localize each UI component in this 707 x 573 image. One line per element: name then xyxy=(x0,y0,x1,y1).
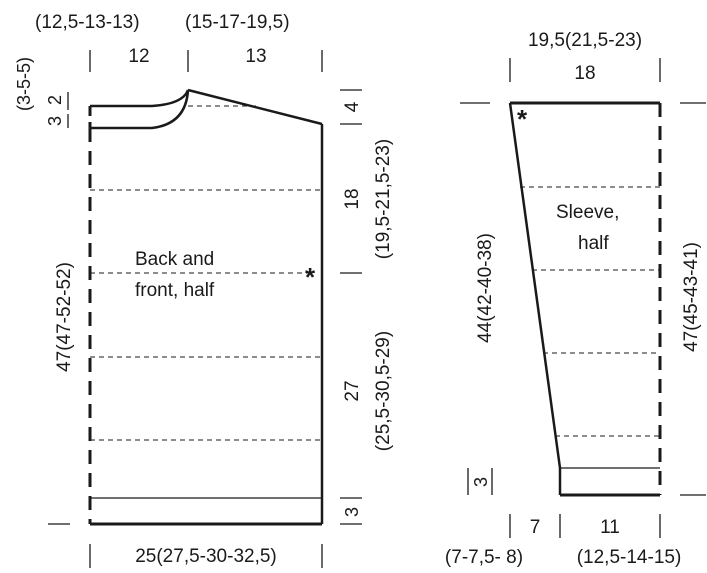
body-shoulder-line xyxy=(187,88,323,126)
sleeve-label-line2: half xyxy=(578,233,609,254)
body-piece xyxy=(88,88,324,526)
sleeve-bottom-left-width-sizes: (7-7,5- 8) xyxy=(445,547,523,568)
body-top-left-width-sizes: (12,5-13-13) xyxy=(35,12,140,33)
body-rib-height: 3 xyxy=(342,507,362,517)
body-neck-top xyxy=(90,89,190,108)
body-marker: * xyxy=(305,262,316,292)
sleeve-marker: * xyxy=(517,104,528,134)
body-armhole-depth-sizes: (19,5-21,5-23) xyxy=(373,139,394,259)
body-top-right-width: 13 xyxy=(245,46,266,67)
sleeve-left-length: 44(42-40-38) xyxy=(475,233,496,343)
sleeve-bottom-right-width-sizes: (12,5-14-15) xyxy=(577,547,682,568)
body-total-length: 47(47-52-52) xyxy=(54,262,75,372)
sleeve-bottom-right-width: 11 xyxy=(600,517,620,538)
sleeve-rib-height: 3 xyxy=(471,477,491,487)
sleeve-seam xyxy=(508,102,562,469)
body-lower-length-sizes: (25,5-30,5-29) xyxy=(373,331,394,451)
body-neck-depth-sizes: (3-5-5) xyxy=(14,57,34,111)
body-label-line2: front, half xyxy=(135,280,215,301)
body-neck-depth: 3 xyxy=(45,116,65,126)
body-neck-small: 2 xyxy=(45,95,65,105)
sleeve-right-length: 47(45-43-41) xyxy=(681,242,702,352)
sleeve-top-width-sizes: 19,5(21,5-23) xyxy=(528,30,642,51)
body-top-right-width-sizes: (15-17-19,5) xyxy=(185,12,290,33)
body-armhole-depth: 18 xyxy=(342,188,363,209)
body-top-left-width: 12 xyxy=(128,46,149,67)
sleeve-label-line1: Sleeve, xyxy=(556,202,619,223)
sleeve-piece xyxy=(508,101,662,497)
body-neck-curve xyxy=(90,89,190,130)
body-lower-length: 27 xyxy=(342,380,363,401)
sleeve-top-width: 18 xyxy=(574,63,595,84)
sleeve-bottom-left-width: 7 xyxy=(530,517,541,538)
body-bottom-width: 25(27,5-30-32,5) xyxy=(135,546,277,567)
body-shoulder-slope: 4 xyxy=(342,101,363,112)
body-label-line1: Back and xyxy=(135,249,214,270)
sleeve-dimension-ticks xyxy=(460,58,706,538)
body-dimension-ticks xyxy=(48,50,362,568)
